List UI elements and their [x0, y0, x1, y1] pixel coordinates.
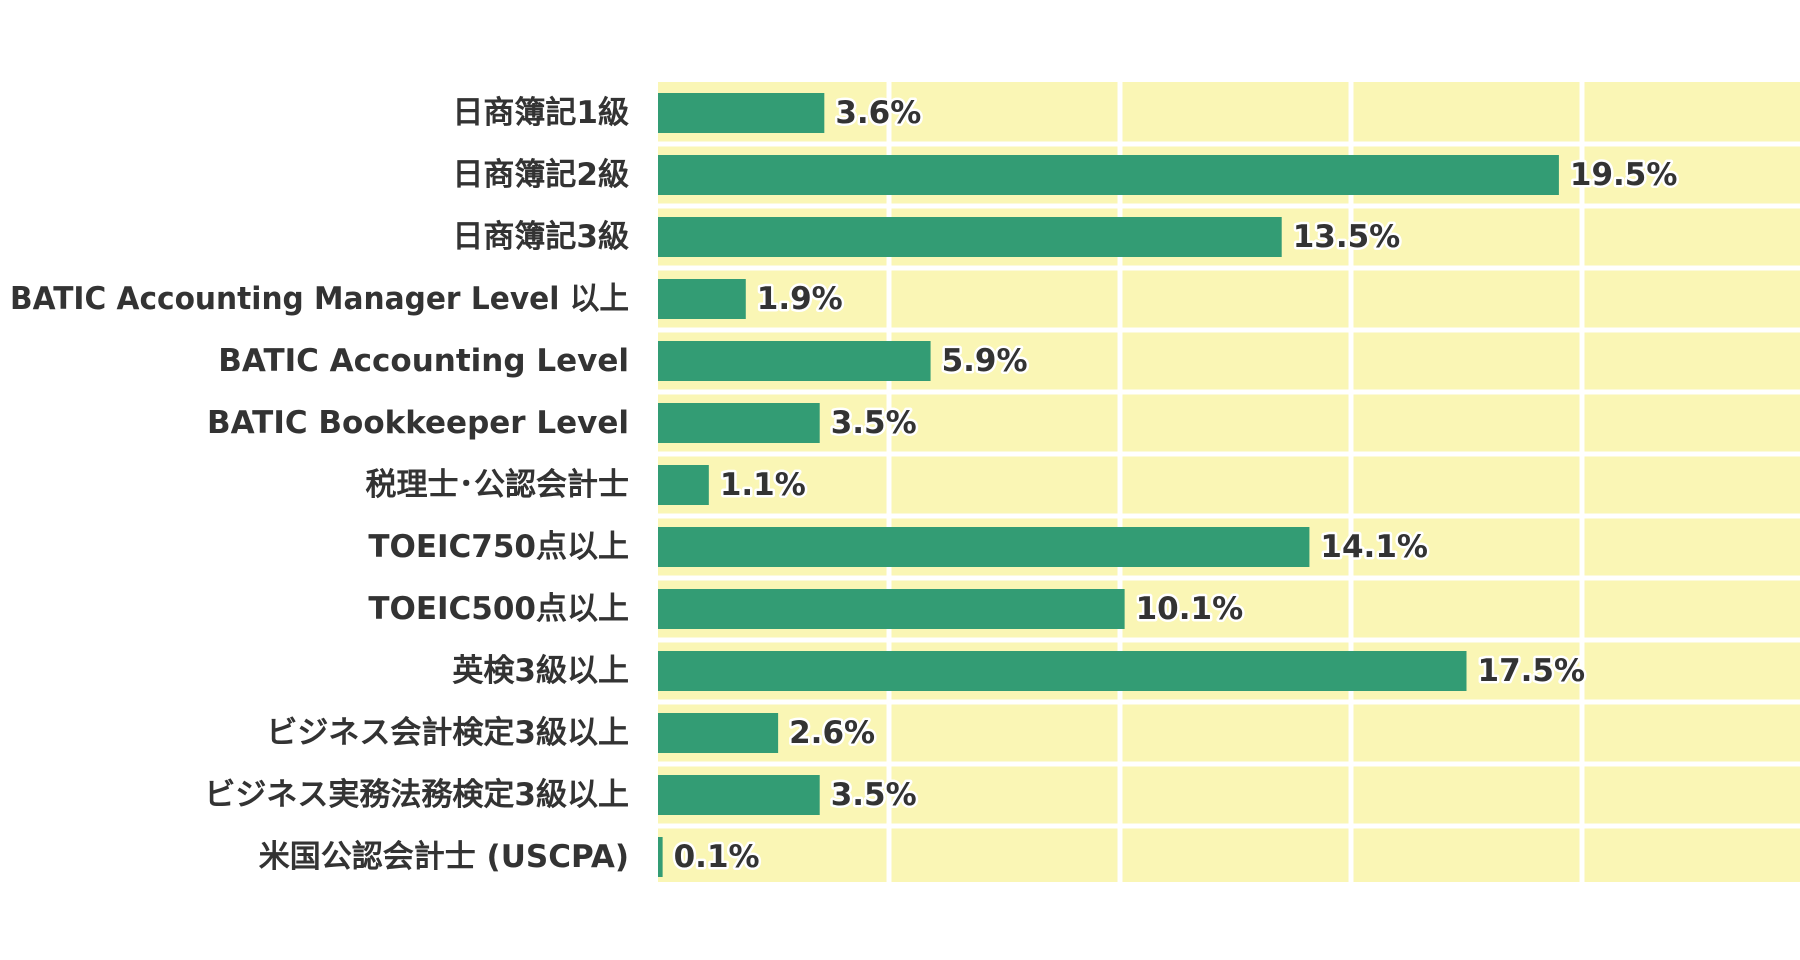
data-label: 3.5%: [831, 405, 917, 441]
data-label: 10.1%: [1136, 591, 1244, 627]
category-label: 日商簿記1級: [452, 95, 629, 131]
category-label: 米国公認会計士 (USCPA): [259, 839, 629, 875]
category-label: BATIC Accounting Level: [218, 343, 629, 379]
bar: [658, 217, 1282, 257]
bar: [658, 527, 1310, 567]
gridlines: [886, 82, 1585, 882]
data-label: 3.6%: [835, 95, 921, 131]
data-label: 17.5%: [1478, 653, 1586, 689]
bar: [658, 837, 663, 877]
bar: [658, 713, 779, 753]
bar: [658, 651, 1467, 691]
bar: [658, 341, 931, 381]
data-label: 5.9%: [942, 343, 1028, 379]
data-label: 1.9%: [757, 281, 843, 317]
bar: [658, 775, 820, 815]
category-label: 日商簿記3級: [452, 219, 629, 255]
category-label: 税理士･公認会計士: [366, 467, 630, 503]
category-label: ビジネス実務法務検定3級以上: [204, 777, 629, 813]
bar: [658, 465, 709, 505]
data-label: 19.5%: [1570, 157, 1678, 193]
category-label: BATIC Bookkeeper Level: [207, 405, 629, 441]
bar: [658, 589, 1125, 629]
plot-background: [658, 82, 1800, 882]
bars: [658, 93, 1559, 877]
category-label: ビジネス会計検定3級以上: [266, 715, 629, 751]
category-label: 英検3級以上: [452, 653, 629, 689]
category-label: 日商簿記2級: [452, 157, 629, 193]
data-label: 0.1%: [674, 839, 760, 875]
data-label: 2.6%: [789, 715, 875, 751]
bar: [658, 93, 825, 133]
category-label: BATIC Accounting Manager Level 以上: [10, 281, 629, 317]
bar: [658, 155, 1559, 195]
data-label: 14.1%: [1320, 529, 1428, 565]
data-label: 3.5%: [831, 777, 917, 813]
bar: [658, 403, 820, 443]
data-label: 1.1%: [720, 467, 806, 503]
value-labels: 3.6% 19.5% 13.5% 1.9% 5.9% 3.5% 1.1% 14.1% 10.1%…: [671, 93, 1680, 878]
row-separators: [658, 141, 1800, 829]
data-label: 13.5%: [1293, 219, 1401, 255]
category-label: TOEIC500点以上: [368, 591, 629, 627]
category-label: TOEIC750点以上: [368, 529, 629, 565]
bar: [658, 279, 746, 319]
